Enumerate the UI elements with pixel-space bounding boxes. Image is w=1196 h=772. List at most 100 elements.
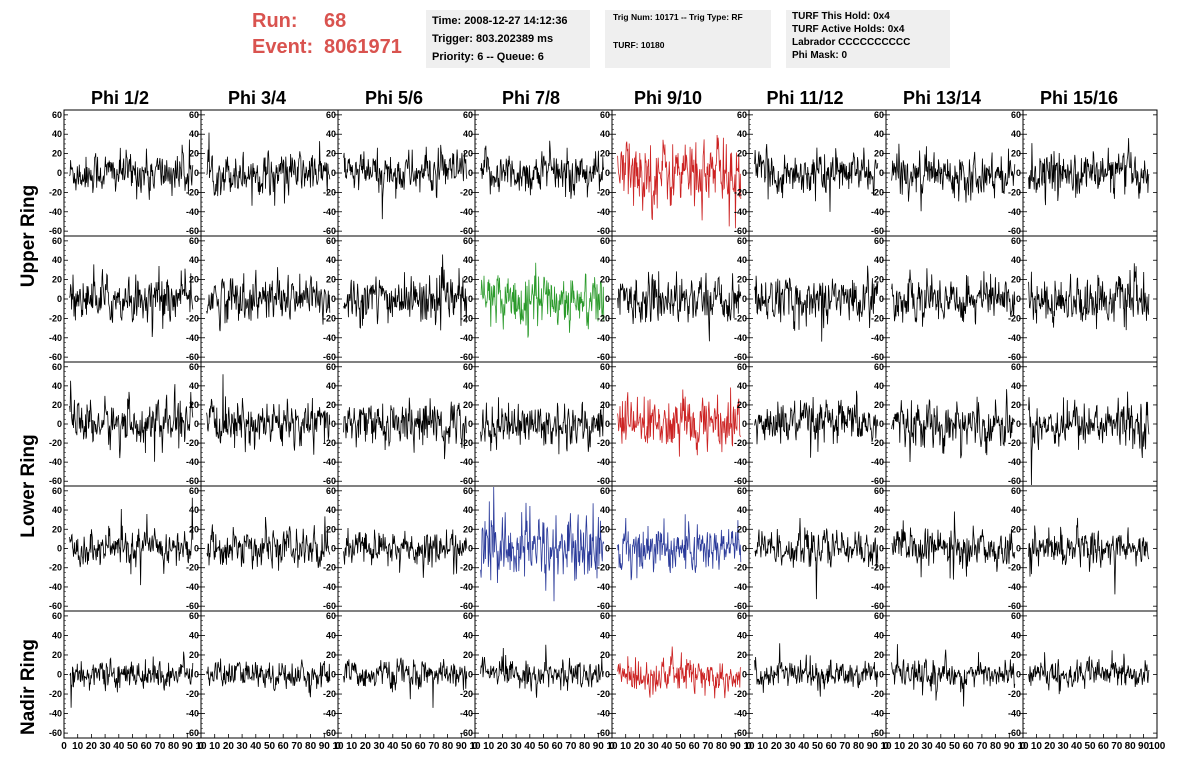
y-tick-label: 40: [737, 255, 747, 265]
y-tick-label: 60: [737, 611, 747, 621]
y-tick-label: 20: [1011, 149, 1021, 159]
y-tick-label: -40: [186, 207, 199, 217]
panel-r2-c6: -60 -40 -20 0 20 40 60: [871, 361, 1024, 487]
y-tick-label: -60: [734, 728, 747, 738]
x-tick-label: 50: [812, 741, 824, 752]
y-tick-label: 0: [605, 670, 610, 680]
x-tick-label: 30: [785, 741, 797, 752]
panel-r2-c2: -60 -40 -20 0 20 40 60: [323, 361, 476, 487]
y-tick-label: -60: [460, 476, 473, 486]
trigger-text: Trigger: 803.202389 ms: [432, 33, 554, 45]
waveform-trace: [617, 514, 742, 581]
panel-r1-c3: -60 -40 -20 0 20 40 60: [460, 235, 613, 363]
trig-num-text: Trig Num: 10171 -- Trig Type: RF: [613, 12, 743, 22]
x-tick-label: 30: [648, 741, 660, 752]
y-tick-label: 60: [326, 236, 336, 246]
y-tick-label: 40: [874, 381, 884, 391]
y-tick-label: 20: [326, 650, 336, 660]
y-tick-label: 0: [742, 168, 747, 178]
y-tick-label: -60: [460, 352, 473, 362]
y-tick-label: 20: [1011, 524, 1021, 534]
x-tick-label: 70: [428, 741, 440, 752]
x-tick-label: 20: [771, 741, 783, 752]
panel-frame: [474, 485, 613, 612]
y-tick-label: -20: [49, 689, 62, 699]
x-tick-label: 0: [61, 741, 67, 752]
y-tick-label: 20: [189, 275, 199, 285]
x-tick-label: 40: [524, 741, 536, 752]
y-tick-label: 40: [189, 381, 199, 391]
x-tick-label: 90: [319, 741, 331, 752]
y-tick-label: -20: [1008, 689, 1021, 699]
waveform-trace: [343, 397, 468, 460]
y-tick-label: -40: [323, 457, 336, 467]
y-tick-label: -60: [1008, 226, 1021, 236]
column-label-phi-7-8: Phi 7/8: [501, 88, 561, 108]
y-tick-label: 40: [600, 505, 610, 515]
y-tick-label: -40: [49, 207, 62, 217]
y-tick-label: -40: [734, 333, 747, 343]
y-tick-label: -60: [49, 352, 62, 362]
y-tick-label: -60: [186, 601, 199, 611]
y-tick-label: 20: [52, 400, 62, 410]
y-tick-label: -60: [49, 226, 62, 236]
y-tick-label: 40: [600, 255, 610, 265]
y-tick-label: 60: [1011, 110, 1021, 120]
y-tick-label: 20: [874, 400, 884, 410]
y-tick-label: -20: [734, 689, 747, 699]
x-tick-label: 30: [922, 741, 934, 752]
waveform-trace: [891, 268, 1016, 327]
x-tick-label: 10: [743, 741, 755, 752]
y-tick-label: -20: [734, 313, 747, 323]
y-tick-label: -20: [186, 689, 199, 699]
y-tick-label: -20: [323, 187, 336, 197]
y-tick-label: -20: [871, 438, 884, 448]
column-label-phi-15-16: Phi 15/16: [1039, 88, 1119, 108]
y-tick-label: 0: [605, 294, 610, 304]
priority-text: Priority: 6 -- Queue: 6: [432, 51, 544, 63]
y-tick-label: -60: [186, 226, 199, 236]
y-tick-label: 40: [1011, 630, 1021, 640]
y-tick-label: 60: [1011, 611, 1021, 621]
x-tick-label: 0: [198, 741, 204, 752]
y-tick-label: 20: [326, 149, 336, 159]
y-tick-label: 60: [52, 611, 62, 621]
panel-r2-c5: -60 -40 -20 0 20 40 60: [734, 361, 887, 487]
y-tick-label: -60: [734, 601, 747, 611]
x-tick-label: 50: [401, 741, 413, 752]
y-tick-label: -60: [460, 601, 473, 611]
waveform-trace: [206, 267, 331, 332]
x-tick-label: 80: [305, 741, 317, 752]
x-tick-label: 80: [168, 741, 180, 752]
y-tick-label: 40: [52, 505, 62, 515]
panel-r1-c2: -60 -40 -20 0 20 40 60: [323, 235, 476, 363]
y-tick-label: 20: [463, 524, 473, 534]
x-tick-label: 30: [374, 741, 386, 752]
panel-r0-c6: -60 -40 -20 0 20 40 60: [871, 109, 1024, 237]
y-tick-label: -20: [734, 563, 747, 573]
x-tick-label: 10: [332, 741, 344, 752]
y-tick-label: -40: [597, 207, 610, 217]
y-tick-label: 20: [600, 400, 610, 410]
panel-r1-c4: -60 -40 -20 0 20 40 60: [597, 235, 750, 363]
waveform-trace: [891, 511, 1016, 580]
x-tick-label: 10: [757, 741, 769, 752]
y-tick-label: -40: [323, 582, 336, 592]
y-tick-label: 20: [189, 149, 199, 159]
y-tick-label: -60: [597, 352, 610, 362]
y-tick-label: -20: [597, 438, 610, 448]
waveform-trace: [754, 390, 879, 458]
y-tick-label: 60: [463, 236, 473, 246]
y-tick-label: -60: [323, 476, 336, 486]
y-tick-label: -60: [49, 601, 62, 611]
x-tick-label: 70: [976, 741, 988, 752]
y-tick-label: 40: [874, 630, 884, 640]
y-tick-label: 40: [463, 381, 473, 391]
y-tick-label: -20: [871, 689, 884, 699]
y-tick-label: 20: [874, 149, 884, 159]
y-tick-label: 20: [52, 524, 62, 534]
waveform-trace: [754, 143, 879, 212]
y-tick-label: -20: [323, 689, 336, 699]
y-tick-label: 40: [326, 505, 336, 515]
waveform-trace: [343, 144, 468, 220]
